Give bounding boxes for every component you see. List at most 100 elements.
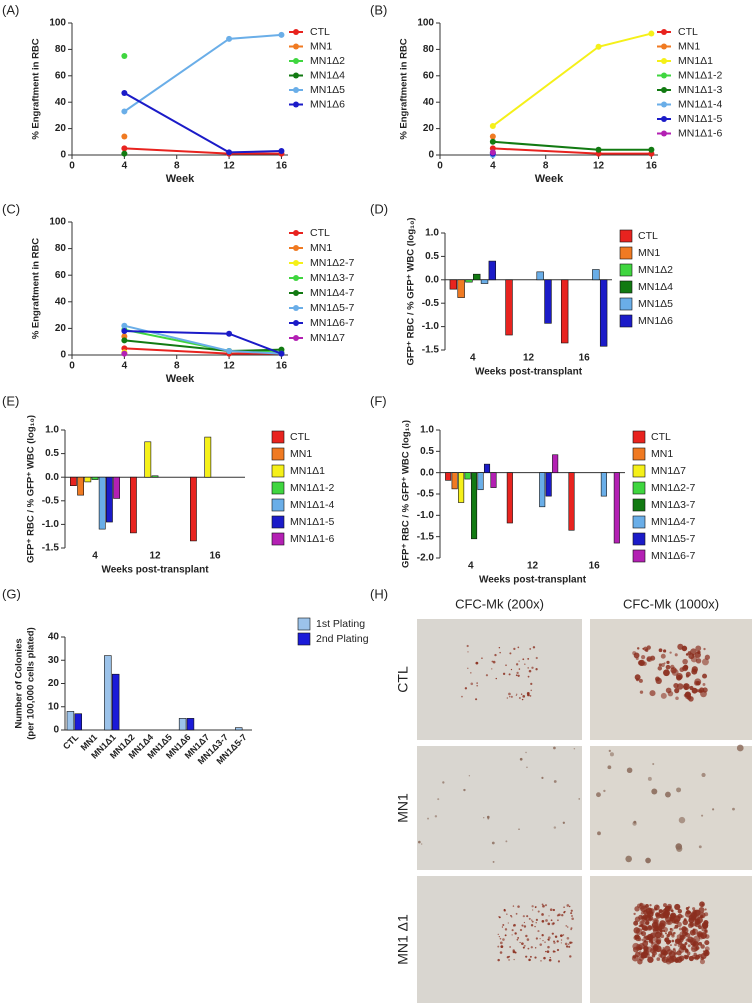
panel-label: (G): [2, 586, 21, 601]
colony-dot: [609, 752, 614, 757]
data-point: [226, 330, 233, 337]
bar: [190, 476, 197, 542]
legend-swatch: [271, 430, 285, 444]
legend-label: MN1Δ1: [678, 55, 713, 67]
colony-dot: [516, 693, 518, 695]
colony-dot: [541, 919, 545, 923]
bar: [599, 279, 608, 347]
colony-dot: [531, 920, 534, 923]
colony-dot: [418, 840, 421, 844]
bar: [592, 269, 600, 281]
data-point: [595, 146, 602, 153]
colony-dot: [476, 682, 478, 684]
colony-dot: [732, 807, 735, 811]
x-tick-label: 12: [523, 353, 535, 364]
legend-marker: [293, 275, 299, 281]
bar: [490, 472, 497, 488]
colony-dot: [521, 698, 524, 701]
colony-dot: [468, 775, 471, 777]
colony-dot: [674, 903, 681, 911]
colony-dot: [534, 925, 536, 928]
colony-dot: [534, 956, 537, 959]
colony-dot: [552, 950, 556, 953]
series-line: [123, 92, 282, 154]
colony-dot: [683, 664, 689, 670]
colony-dot: [648, 908, 655, 915]
colony-dot: [519, 757, 523, 761]
colony-dot: [677, 908, 683, 914]
legend-label: MN1Δ1-6: [290, 533, 335, 545]
colony-dot: [647, 956, 654, 963]
y-tick-label: 100: [417, 18, 434, 29]
colony-dot: [597, 831, 601, 836]
colony-dot: [544, 941, 546, 943]
colony-dot: [532, 909, 534, 911]
colony-dot: [687, 944, 691, 948]
colony-dot: [654, 921, 660, 927]
colony-dot: [510, 914, 512, 917]
colony-dot: [703, 647, 706, 651]
colony-dot: [625, 855, 632, 863]
colony-dot: [693, 952, 697, 957]
colony-dot: [437, 798, 440, 801]
legend-swatch: [271, 498, 285, 512]
colony-dot: [530, 923, 534, 927]
x-tick-label: 12: [224, 161, 236, 172]
colony-dot: [569, 955, 572, 958]
colony-dot: [649, 690, 656, 697]
colony-dot: [686, 951, 691, 956]
colony-dot: [660, 692, 667, 699]
micrograph: [417, 746, 582, 870]
x-tick-label: 4: [468, 561, 474, 572]
colony-dot: [553, 941, 556, 944]
legend-label: MN1: [290, 448, 312, 460]
y-axis-label: Number of Colonies: [14, 638, 25, 728]
colony-dot: [420, 843, 423, 845]
colony-dot: [637, 959, 643, 965]
colony-dot: [554, 935, 558, 938]
colony-dot: [535, 656, 538, 660]
y-tick-label: 80: [423, 44, 435, 55]
colony-dot: [518, 697, 521, 699]
colony-dot: [676, 956, 683, 963]
data-point: [226, 35, 233, 42]
colony-dot: [526, 938, 530, 941]
colony-dot: [540, 960, 542, 962]
bar: [477, 472, 484, 491]
colony-dot: [551, 932, 554, 935]
legend-marker: [661, 43, 667, 50]
data-point: [489, 138, 496, 145]
series-line: [492, 32, 652, 127]
colony-dot: [427, 817, 429, 820]
legend-label: MN1Δ5: [310, 84, 345, 96]
colony-dot: [662, 912, 666, 916]
bar: [560, 279, 569, 344]
bar: [178, 718, 187, 731]
legend-marker: [661, 87, 667, 93]
colony-dot: [525, 751, 527, 754]
colony-dot: [641, 655, 646, 660]
colony-dot: [736, 744, 744, 752]
colony-dot: [505, 664, 507, 667]
x-tick-label: 12: [527, 561, 539, 572]
colony-dot: [701, 772, 706, 778]
colony-dot: [442, 781, 445, 784]
colony-dot: [542, 904, 545, 908]
colony-dot: [500, 945, 504, 949]
data-point: [121, 328, 128, 335]
x-tick-label: 16: [646, 161, 658, 172]
colony-dot: [537, 930, 540, 933]
colony-dot: [527, 675, 530, 678]
colony-dot: [633, 920, 639, 926]
colony-dot: [643, 646, 648, 652]
y-tick-label: 60: [55, 70, 67, 81]
colony-dot: [537, 910, 540, 913]
colony-dot: [549, 957, 551, 959]
legend-swatch: [632, 532, 646, 546]
micrograph: [417, 619, 582, 740]
micrograph: [417, 876, 582, 1003]
y-tick-label: 0: [428, 150, 434, 161]
colony-dot: [690, 945, 698, 953]
micrograph: [590, 619, 752, 740]
data-point: [648, 146, 655, 153]
